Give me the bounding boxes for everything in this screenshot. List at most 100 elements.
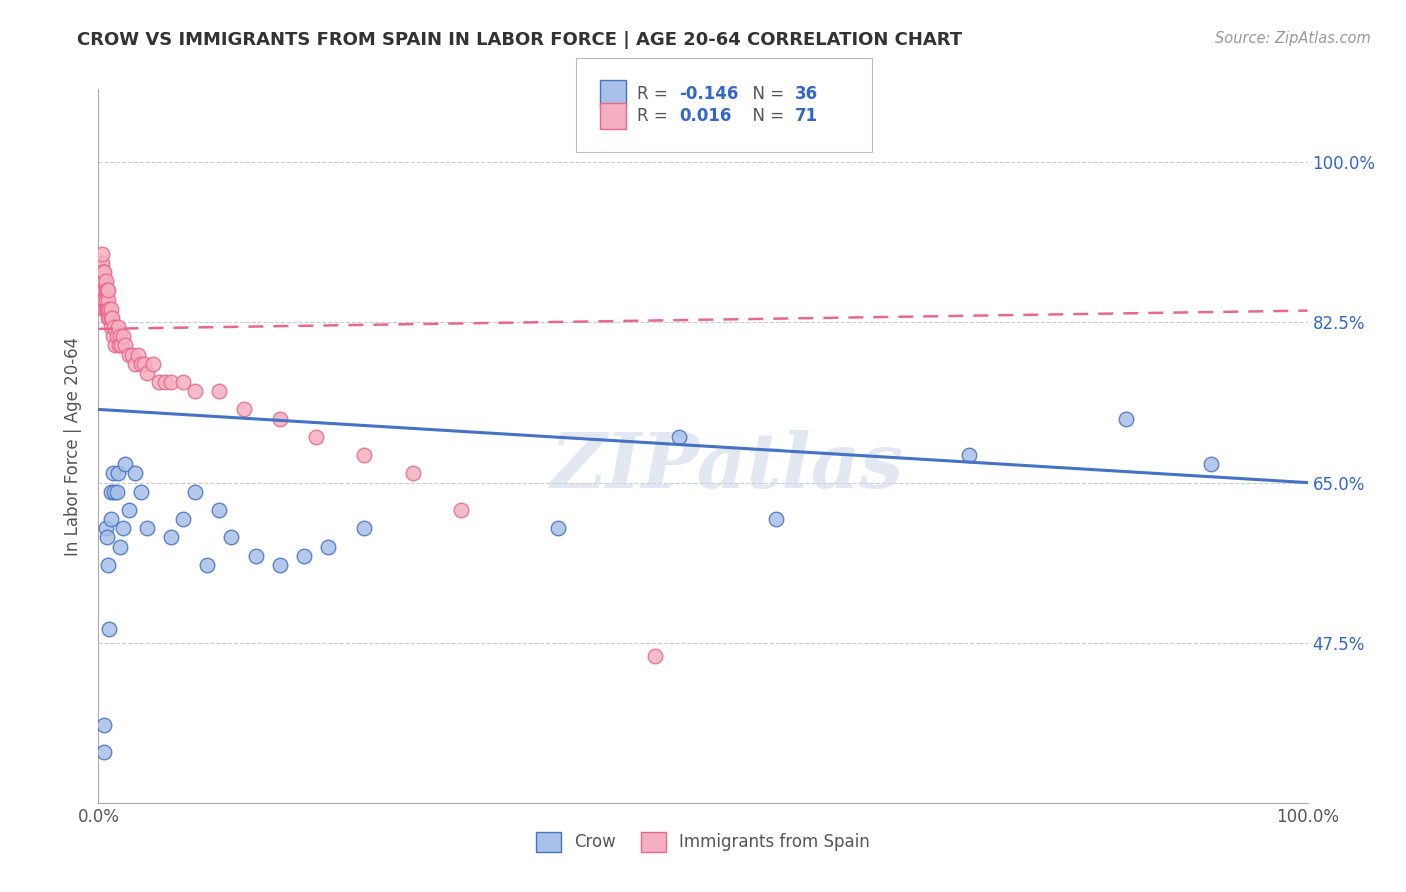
Point: [644, 649, 666, 664]
Point: [103, 320, 125, 334]
Point: [124, 467, 146, 481]
Point: [93, 274, 115, 288]
Point: [91, 256, 114, 270]
Point: [316, 540, 339, 554]
Point: [110, 338, 132, 352]
Point: [108, 338, 131, 352]
Point: [91, 265, 114, 279]
Point: [93, 284, 115, 298]
Point: [93, 746, 115, 760]
Point: [114, 458, 136, 472]
Point: [93, 718, 115, 732]
Point: [91, 274, 114, 288]
Text: 0.016: 0.016: [679, 107, 731, 125]
Point: [172, 375, 194, 389]
Point: [208, 503, 231, 517]
Point: [96, 531, 118, 545]
Point: [118, 503, 141, 517]
Point: [148, 375, 170, 389]
Point: [103, 484, 125, 499]
Point: [111, 329, 134, 343]
Point: [93, 301, 115, 316]
Point: [104, 338, 127, 352]
Point: [98, 622, 121, 636]
Point: [450, 503, 472, 517]
Point: [91, 284, 114, 298]
Point: [97, 293, 120, 307]
Point: [93, 301, 115, 316]
Legend: Crow, Immigrants from Spain: Crow, Immigrants from Spain: [529, 825, 877, 859]
Point: [97, 301, 120, 316]
Point: [107, 467, 129, 481]
Point: [172, 512, 194, 526]
Point: [153, 375, 176, 389]
Point: [129, 357, 152, 371]
Point: [107, 320, 129, 334]
Text: Source: ZipAtlas.com: Source: ZipAtlas.com: [1215, 31, 1371, 46]
Point: [1199, 458, 1222, 472]
Point: [97, 310, 120, 325]
Point: [118, 347, 141, 361]
Point: [108, 540, 131, 554]
Point: [245, 549, 267, 563]
Point: [402, 467, 425, 481]
Point: [195, 558, 218, 572]
Point: [98, 310, 121, 325]
Point: [105, 484, 128, 499]
Point: [142, 357, 165, 371]
Point: [269, 558, 291, 572]
Point: [353, 521, 375, 535]
Point: [668, 430, 690, 444]
Point: [93, 293, 115, 307]
Point: [129, 484, 152, 499]
Point: [90, 265, 112, 279]
Point: [91, 284, 114, 298]
Point: [90, 256, 112, 270]
Point: [269, 411, 291, 425]
Point: [91, 247, 114, 261]
Y-axis label: In Labor Force | Age 20-64: In Labor Force | Age 20-64: [65, 336, 83, 556]
Point: [94, 293, 117, 307]
Point: [97, 558, 120, 572]
Point: [111, 521, 134, 535]
Point: [957, 448, 980, 462]
Point: [765, 512, 787, 526]
Point: [101, 329, 124, 343]
Point: [114, 338, 136, 352]
Point: [94, 301, 117, 316]
Text: R =: R =: [637, 107, 673, 125]
Point: [93, 274, 115, 288]
Point: [1115, 411, 1137, 425]
Point: [292, 549, 315, 563]
Point: [91, 274, 114, 288]
Point: [121, 347, 143, 361]
Point: [91, 284, 114, 298]
Point: [94, 521, 117, 535]
Point: [105, 329, 128, 343]
Point: [208, 384, 231, 398]
Point: [93, 265, 115, 279]
Point: [91, 265, 114, 279]
Point: [96, 284, 118, 298]
Point: [97, 284, 120, 298]
Point: [353, 448, 375, 462]
Point: [94, 274, 117, 288]
Point: [100, 512, 122, 526]
Point: [93, 293, 115, 307]
Point: [100, 310, 122, 325]
Point: [96, 301, 118, 316]
Point: [547, 521, 569, 535]
Point: [160, 375, 183, 389]
Text: -0.146: -0.146: [679, 85, 738, 103]
Text: N =: N =: [742, 85, 790, 103]
Point: [91, 265, 114, 279]
Point: [184, 384, 207, 398]
Point: [108, 329, 131, 343]
Point: [90, 274, 112, 288]
Point: [232, 402, 254, 417]
Point: [221, 531, 243, 545]
Point: [127, 347, 149, 361]
Point: [184, 484, 207, 499]
Text: 36: 36: [794, 85, 817, 103]
Point: [101, 467, 124, 481]
